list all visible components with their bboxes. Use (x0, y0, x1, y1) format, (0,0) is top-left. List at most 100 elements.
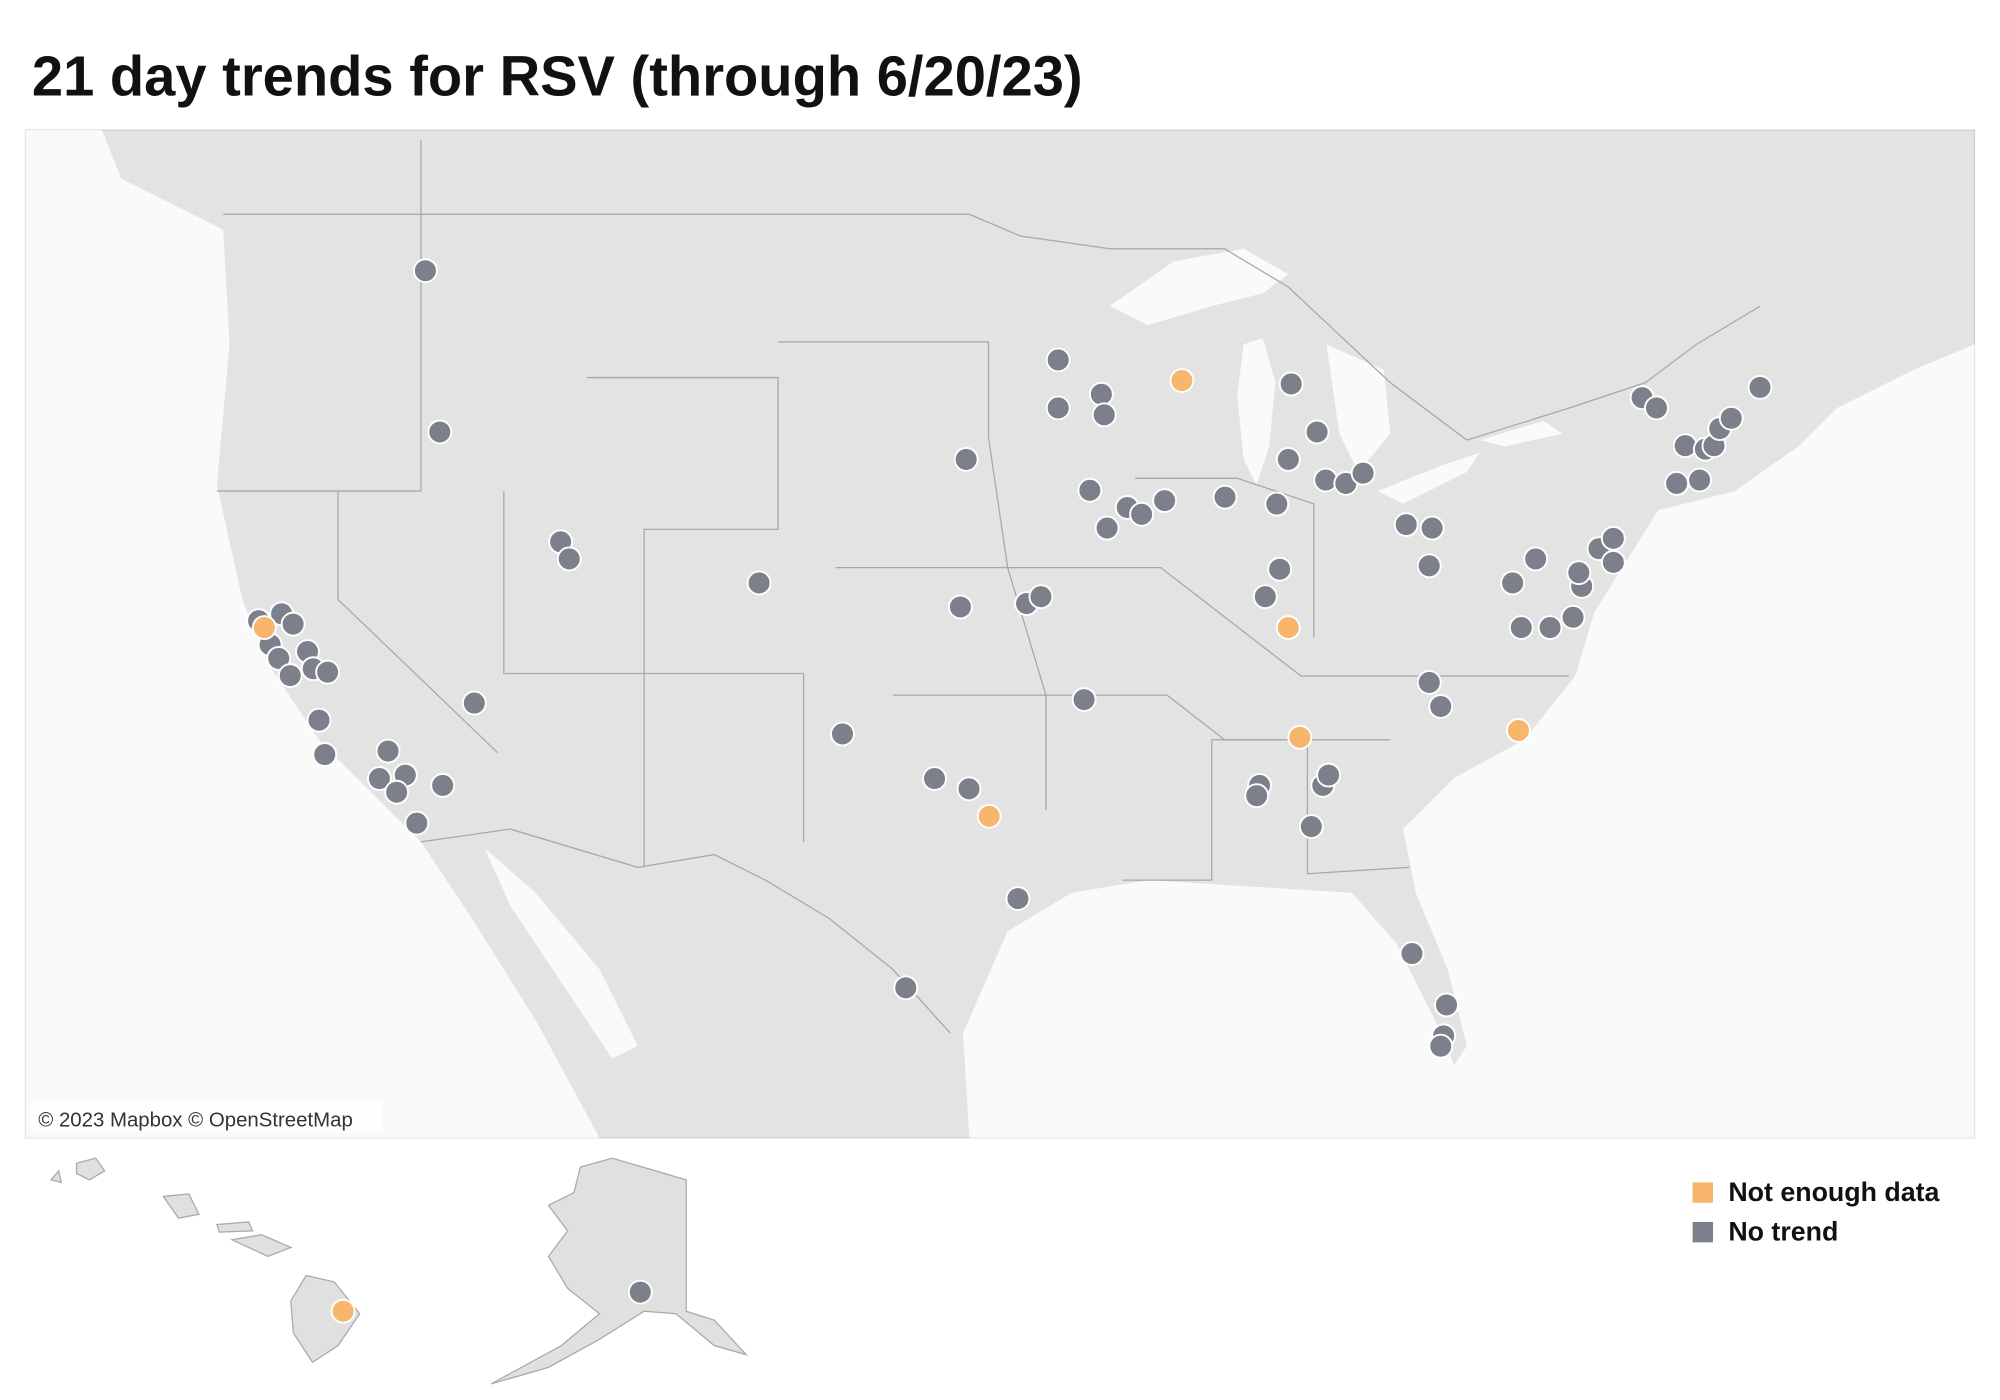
state-lines (1122, 739, 1410, 881)
site-marker (1264, 491, 1290, 517)
site-marker (1747, 374, 1773, 400)
site-marker (1399, 941, 1425, 966)
site-marker (1275, 615, 1301, 640)
site-marker (1077, 477, 1103, 503)
site-marker (1129, 501, 1155, 527)
island (290, 1274, 361, 1364)
legend-swatch (1692, 1182, 1714, 1203)
site-marker (1045, 395, 1071, 421)
site-marker (830, 721, 855, 747)
attribution: © 2023 Mapbox © OpenStreetMap (38, 1109, 353, 1131)
title: 21 day trends for RSV (through 6/20/23) (32, 45, 1083, 108)
site-marker (1212, 484, 1238, 510)
site-marker (893, 975, 919, 1001)
site-marker (1508, 615, 1534, 640)
site-marker (366, 766, 392, 791)
site-marker (330, 1298, 356, 1324)
site-marker (1687, 467, 1713, 493)
state-lines (337, 491, 498, 754)
site-marker (1244, 783, 1270, 809)
attribution-bg (30, 1102, 383, 1133)
site-marker (1644, 395, 1669, 421)
site-marker (461, 690, 487, 716)
site-marker (1152, 488, 1178, 514)
site-marker (1304, 419, 1330, 445)
state-lines (835, 566, 1569, 677)
site-marker (1419, 515, 1445, 541)
site-marker (1005, 886, 1031, 912)
island (162, 1193, 200, 1219)
site-marker (280, 611, 306, 637)
site-marker (1428, 694, 1454, 719)
site-marker (427, 419, 453, 445)
site-marker (1718, 405, 1744, 431)
site-marker (1416, 670, 1442, 695)
lake-huron (1326, 344, 1391, 472)
state-lines (216, 140, 422, 492)
site-marker (922, 766, 947, 791)
site-marker (375, 738, 401, 764)
site-marker (1028, 584, 1054, 610)
site-marker (956, 776, 982, 802)
site-marker (277, 663, 303, 689)
site-marker (266, 645, 292, 671)
site-marker (556, 546, 582, 572)
border-mexico (420, 828, 951, 1034)
legend-label: No trend (1728, 1216, 1838, 1246)
legend-swatch (1692, 1221, 1714, 1243)
pacific-ocean (25, 130, 600, 1138)
site-marker (306, 707, 332, 733)
island (215, 1221, 254, 1233)
site-marker (1275, 446, 1301, 472)
site-marker (1045, 347, 1071, 373)
lake-ontario (1479, 420, 1563, 447)
site-marker (953, 446, 979, 472)
legend-label: Not enough data (1728, 1177, 1940, 1207)
map-group: 21 day trends for RSV (through 6/20/23) … (24, 45, 1976, 1385)
island (49, 1169, 63, 1184)
island (75, 1157, 106, 1181)
site-marker (1298, 814, 1324, 839)
site-marker (1287, 724, 1313, 750)
site-marker (1091, 402, 1117, 428)
border-canada (223, 213, 1761, 441)
site-marker (312, 742, 338, 767)
site-marker (1600, 549, 1626, 575)
site-marker (315, 659, 341, 685)
site-marker (404, 810, 430, 836)
site-marker (1316, 762, 1342, 788)
site-marker (1416, 553, 1442, 579)
site-marker (1071, 687, 1097, 713)
site-marker (976, 803, 1002, 829)
state-lines (778, 341, 1047, 810)
alaska-inset (490, 1157, 749, 1385)
site-marker (947, 594, 973, 620)
site-marker (430, 772, 456, 798)
hawaii-inset (49, 1157, 361, 1364)
sites (246, 258, 1773, 1324)
site-marker (1434, 992, 1459, 1018)
site-marker (1428, 1033, 1454, 1059)
legend: Not enough data No trend (1692, 1177, 1941, 1246)
state-lines (586, 376, 779, 868)
lake-michigan (1237, 338, 1276, 485)
site-marker (627, 1279, 653, 1305)
site-marker (384, 779, 410, 805)
site-marker (1350, 460, 1376, 486)
site-marker (1664, 471, 1690, 496)
state-lines (1135, 477, 1315, 638)
site-marker (1600, 525, 1626, 551)
site-marker (1537, 615, 1563, 640)
site-marker (1560, 604, 1586, 630)
site-marker (1672, 433, 1698, 459)
site-marker (1252, 584, 1278, 610)
lake-superior (1109, 248, 1289, 326)
site-marker (1313, 467, 1339, 493)
site-marker (1523, 546, 1549, 572)
atlantic-gulf (963, 344, 1975, 1138)
site-marker (1088, 381, 1114, 407)
site-marker (746, 570, 772, 596)
site-marker (1500, 570, 1526, 596)
site-marker (1505, 718, 1531, 743)
site-marker (1267, 556, 1293, 582)
